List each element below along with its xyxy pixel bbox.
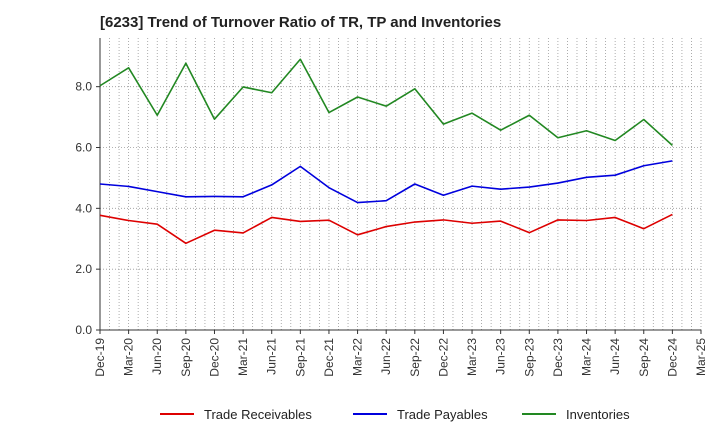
x-tick-label: Jun-20 xyxy=(150,338,164,375)
x-tick-label: Dec-19 xyxy=(93,338,107,377)
x-tick-label: Mar-21 xyxy=(236,338,250,376)
axes xyxy=(96,38,702,334)
y-tick-label: 0.0 xyxy=(75,323,92,337)
legend-label: Inventories xyxy=(566,407,630,422)
y-tick-label: 2.0 xyxy=(75,262,92,276)
x-tick-label: Dec-22 xyxy=(436,338,450,377)
legend-label: Trade Receivables xyxy=(204,407,312,422)
x-tick-label: Jun-24 xyxy=(608,338,622,375)
x-tick-label: Sep-21 xyxy=(293,338,307,377)
x-tick-label: Jun-23 xyxy=(494,338,508,375)
x-tick-label: Mar-22 xyxy=(351,338,365,376)
series-line-trade-receivables xyxy=(99,213,673,245)
y-tick-label: 8.0 xyxy=(75,80,92,94)
grid-lines xyxy=(100,38,702,330)
legend: Trade Receivables Trade Payables Inventori… xyxy=(160,407,630,422)
x-tick-label: Sep-24 xyxy=(637,338,651,377)
x-tick-label: Mar-23 xyxy=(465,338,479,376)
x-tick-label: Jun-21 xyxy=(265,338,279,375)
series-line-trade-payables xyxy=(99,160,673,204)
series-lines xyxy=(99,58,673,245)
y-tick-label: 6.0 xyxy=(75,141,92,155)
legend-label: Trade Payables xyxy=(397,407,488,422)
x-tick-label: Mar-25 xyxy=(694,338,708,376)
x-tick-label: Sep-22 xyxy=(408,338,422,377)
x-tick-label: Sep-23 xyxy=(522,338,536,377)
chart-title: [6233] Trend of Turnover Ratio of TR, TP… xyxy=(100,14,502,31)
x-tick-label: Mar-20 xyxy=(122,338,136,376)
y-tick-label: 4.0 xyxy=(75,201,92,215)
x-tick-label: Dec-21 xyxy=(322,338,336,377)
tick-labels: 0.0 2.0 4.0 6.0 8.0 Dec-19 Mar-20 Jun-20 Sep-20 D… xyxy=(75,80,708,377)
x-tick-label: Jun-22 xyxy=(379,338,393,375)
series-line-inventories xyxy=(99,58,673,146)
x-tick-label: Dec-24 xyxy=(665,338,679,377)
x-tick-label: Sep-20 xyxy=(179,338,193,377)
x-tick-label: Dec-20 xyxy=(207,338,221,377)
x-tick-label: Mar-24 xyxy=(580,338,594,376)
x-tick-label: Dec-23 xyxy=(551,338,565,377)
